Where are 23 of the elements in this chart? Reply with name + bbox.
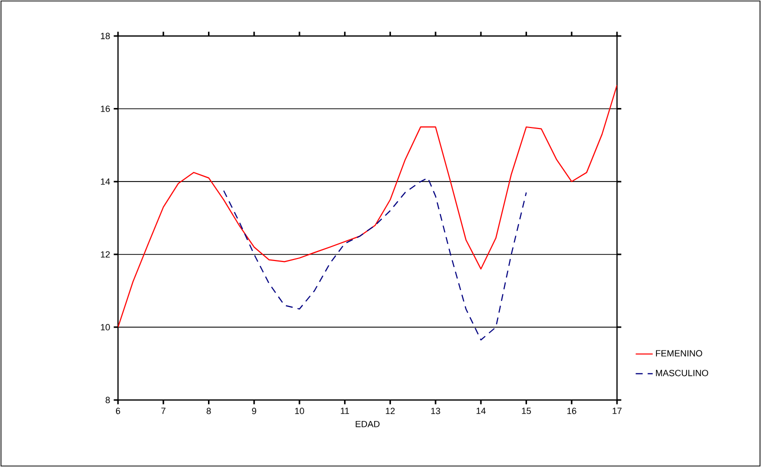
x-tick-label: 9	[252, 408, 256, 414]
x-tick-label: 13	[431, 408, 440, 414]
y-tick-label: 14	[100, 178, 110, 185]
line-series	[223, 177, 527, 340]
x-tick-label: 17	[612, 408, 622, 414]
y-tick-label: 12	[100, 251, 110, 258]
x-tick-label: 14	[476, 408, 486, 414]
legend-label: FEMENINO	[656, 350, 702, 356]
x-tick-label: 16	[567, 408, 576, 414]
y-tick-label: 8	[106, 396, 110, 404]
y-tick-label: 16	[100, 106, 110, 112]
x-tick-label: 11	[340, 408, 350, 414]
x-tick-label: 6	[116, 408, 120, 414]
x-tick-label: 15	[522, 408, 531, 414]
x-tick-label: 8	[206, 408, 211, 414]
x-tick-label: 12	[386, 408, 395, 414]
x-tick-label: 7	[161, 408, 166, 414]
legend-label: MASCULINO	[656, 370, 708, 376]
x-axis-title: EDAD	[356, 420, 380, 428]
y-tick-label: 18	[100, 32, 110, 40]
x-tick-label: 10	[295, 408, 304, 414]
line-series	[118, 84, 618, 328]
y-tick-label: 10	[100, 324, 110, 330]
